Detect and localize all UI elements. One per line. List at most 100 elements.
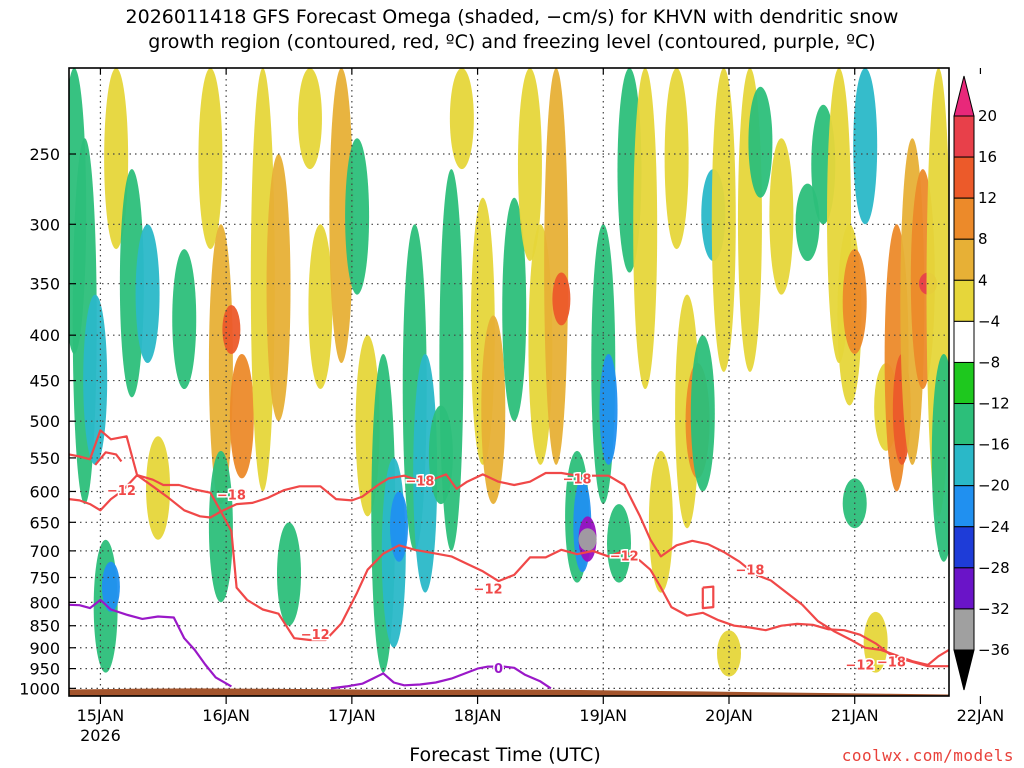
- x-tick-label: 17JAN: [328, 706, 376, 725]
- x-tick-label: 22JAN: [957, 706, 1005, 725]
- colorbar-swatch: [953, 403, 975, 446]
- omega-cell: [345, 138, 370, 295]
- dgz-contour-island: [701, 585, 715, 610]
- omega-cell: [449, 68, 474, 170]
- freezing-contour-zero-east: [330, 665, 552, 690]
- y-tick-label: 450: [29, 372, 60, 391]
- y-tick-label: 550: [29, 449, 60, 468]
- chart-title-line2: growth region (contoured, red, ºC) and f…: [148, 31, 876, 53]
- dgz-contours-layer: [69, 429, 949, 668]
- colorbar-swatch: [953, 238, 975, 281]
- omega-cell: [748, 86, 773, 198]
- y-tick-label: 400: [29, 326, 60, 345]
- dgz-contour-minus-18: [69, 471, 949, 667]
- colorbar-swatch: [953, 485, 975, 528]
- ground-fill: [69, 688, 949, 696]
- omega-cell: [552, 272, 571, 326]
- freezing-contours-layer: [69, 598, 552, 690]
- contour-labels-layer: −12 −18−12−18−12−18−12−18−12 −180: [105, 471, 907, 678]
- omega-cell: [390, 491, 408, 562]
- x-tick-label: 21JAN: [831, 706, 879, 725]
- y-axis: 250 300 350 400 450 500 550 600 650 700 750 800 850 9…: [19, 145, 76, 698]
- dgz-contour-label: −18: [735, 564, 764, 579]
- omega-cell: [607, 504, 631, 583]
- omega-cell: [795, 183, 820, 262]
- colorbar-swatch: [953, 115, 975, 158]
- omega-cell: [308, 224, 333, 390]
- colorbar-label: −36: [978, 641, 1010, 659]
- omega-cell: [842, 249, 867, 354]
- colorbar-label: 16: [978, 148, 997, 166]
- freezing-contour-label: 0: [494, 662, 503, 677]
- dgz-contour-label: −18: [217, 489, 246, 504]
- colorbar-swatch: [953, 608, 975, 651]
- omega-cell: [146, 436, 171, 540]
- y-tick-label: 900: [29, 639, 60, 658]
- dgz-contour-label: −12: [610, 549, 639, 564]
- omega-cell: [135, 224, 160, 364]
- x-tick-label: 18JAN: [454, 706, 502, 725]
- colorbar-bottom-arrow: [953, 649, 975, 691]
- dgz-contour-label: −12: [474, 583, 503, 598]
- colorbar-label: −24: [978, 518, 1010, 536]
- colorbar: 20 16 12 8 4 −4 −8 −12 −16 −20 −24 −28 −32 −36: [953, 75, 1010, 691]
- y-tick-label: 700: [29, 542, 60, 561]
- omega-cell: [578, 528, 597, 551]
- colorbar-label: −20: [978, 477, 1010, 495]
- omega-cell: [599, 353, 618, 465]
- colorbar-top-arrow: [953, 75, 975, 117]
- omega-cell: [769, 138, 794, 295]
- colorbar-swatch: [953, 279, 975, 322]
- omega-cell: [250, 68, 275, 492]
- omega-cell: [208, 450, 233, 603]
- dgz-contour-minus-18-upper: [94, 451, 123, 466]
- omega-cell: [101, 561, 120, 612]
- plot-frame: [68, 67, 950, 697]
- x-tick-label: 19JAN: [579, 706, 627, 725]
- y-tick-label: 600: [29, 482, 60, 501]
- y-tick-label: 350: [29, 275, 60, 294]
- omega-cell: [853, 68, 878, 225]
- omega-cell: [119, 169, 144, 398]
- omega-cell: [198, 68, 223, 250]
- omega-shading-layer: [69, 68, 949, 677]
- colorbar-swatch: [953, 197, 975, 240]
- y-tick-label: 300: [29, 215, 60, 234]
- omega-cell: [277, 522, 301, 626]
- colorbar-label: 12: [978, 189, 997, 207]
- y-tick-label: 1000: [19, 679, 60, 698]
- omega-cell: [229, 353, 254, 479]
- omega-cell: [208, 224, 233, 505]
- colorbar-label: 8: [978, 230, 988, 248]
- freezing-contour-zero-west: [69, 598, 232, 688]
- colorbar-label: −8: [978, 353, 1000, 371]
- omega-cell: [502, 197, 527, 422]
- omega-cell: [544, 68, 569, 465]
- colorbar-label: −28: [978, 559, 1010, 577]
- ground-layer: [69, 688, 949, 696]
- y-tick-label: 650: [29, 513, 60, 532]
- y-tick-label: 800: [29, 593, 60, 612]
- dgz-contour-label: −18: [563, 472, 592, 487]
- colorbar-swatch: [953, 320, 975, 363]
- omega-cell: [481, 315, 506, 505]
- colorbar-swatch: [953, 526, 975, 569]
- omega-cell: [690, 335, 715, 492]
- dgz-contour-label: −12: [301, 628, 330, 643]
- dgz-contour-label: −18: [877, 656, 906, 671]
- omega-cell: [329, 68, 354, 364]
- y-tick-label: 850: [29, 617, 60, 636]
- x-tick-label: 16JAN: [202, 706, 250, 725]
- omega-cell: [717, 630, 741, 677]
- omega-cell: [633, 68, 658, 390]
- site-credit[interactable]: coolwx.com/models: [841, 746, 1014, 765]
- omega-cell: [931, 354, 949, 562]
- omega-cell: [83, 294, 108, 465]
- y-tick-label: 750: [29, 568, 60, 587]
- omega-cell: [297, 68, 322, 170]
- omega-cell: [439, 169, 464, 551]
- dgz-contour-label: −12: [107, 484, 136, 499]
- colorbar-swatch: [953, 361, 975, 405]
